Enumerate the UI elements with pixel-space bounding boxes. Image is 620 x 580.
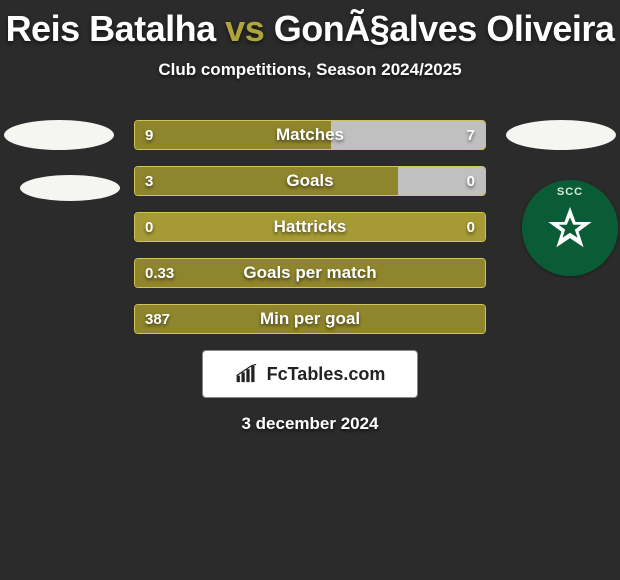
stat-row-hattricks: 0 Hattricks 0: [134, 212, 486, 242]
stat-label: Goals per match: [135, 259, 485, 287]
stat-row-min-per-goal: 387 Min per goal: [134, 304, 486, 334]
star-icon: [543, 201, 597, 255]
player2-avatar-placeholder: [506, 120, 616, 150]
stat-value-right: 0: [467, 167, 475, 195]
stat-label: Hattricks: [135, 213, 485, 241]
player1-avatar-placeholder-2: [20, 175, 120, 201]
stat-row-goals-per-match: 0.33 Goals per match: [134, 258, 486, 288]
player1-avatar-placeholder: [4, 120, 114, 150]
stats-area: SCC 9 Matches 7 3 Goals 0 0 Hattr: [0, 120, 620, 434]
attribution-text: FcTables.com: [267, 364, 386, 385]
club-badge: SCC: [522, 180, 618, 276]
attribution-box: FcTables.com: [202, 350, 418, 398]
date: 3 december 2024: [0, 414, 620, 434]
title-player1: Reis Batalha: [6, 8, 216, 49]
bar-chart-icon: [235, 364, 261, 384]
stat-value-right: 0: [467, 213, 475, 241]
stat-rows: 9 Matches 7 3 Goals 0 0 Hattricks 0 0.33…: [134, 120, 486, 334]
stat-row-goals: 3 Goals 0: [134, 166, 486, 196]
title-player2: GonÃ§alves Oliveira: [274, 8, 615, 49]
stat-value-right: 7: [467, 121, 475, 149]
subtitle: Club competitions, Season 2024/2025: [0, 60, 620, 80]
title-vs: vs: [225, 8, 264, 49]
stat-label: Goals: [135, 167, 485, 195]
stat-label: Matches: [135, 121, 485, 149]
club-badge-letters: SCC: [557, 186, 583, 198]
stat-row-matches: 9 Matches 7: [134, 120, 486, 150]
page-title: Reis Batalha vs GonÃ§alves Oliveira: [0, 0, 620, 50]
stat-label: Min per goal: [135, 305, 485, 333]
